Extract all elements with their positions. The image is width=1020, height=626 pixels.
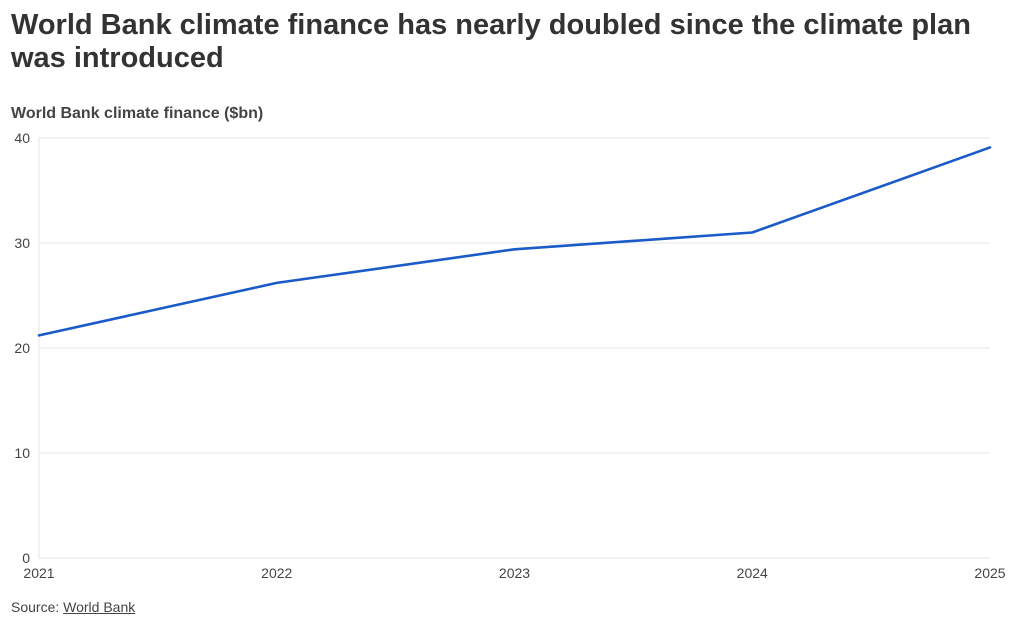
x-tick-labels: 2021 2022 2023 2024 2025 (23, 565, 1005, 581)
source-link[interactable]: World Bank (63, 599, 136, 615)
x-tick-label: 2021 (23, 565, 54, 581)
chart-title: World Bank climate finance has nearly do… (11, 9, 971, 74)
source-note: Source: World Bank (11, 598, 135, 616)
series-line (37, 146, 992, 337)
y-tick-labels: 0 10 20 30 40 (14, 130, 30, 566)
gridlines (39, 137, 990, 559)
y-tick-label: 30 (14, 235, 30, 251)
y-tick-label: 40 (14, 130, 30, 146)
y-axis-title: World Bank climate finance ($bn) (11, 105, 264, 122)
x-tick-label: 2023 (499, 565, 530, 581)
y-tick-label: 10 (14, 445, 30, 461)
x-tick-label: 2024 (737, 565, 768, 581)
y-tick-label: 0 (22, 550, 30, 566)
source-prefix: Source: (11, 599, 64, 615)
x-tick-label: 2022 (261, 565, 292, 581)
y-tick-label: 20 (14, 340, 30, 356)
x-tick-label: 2025 (974, 565, 1005, 581)
series (37, 146, 992, 337)
